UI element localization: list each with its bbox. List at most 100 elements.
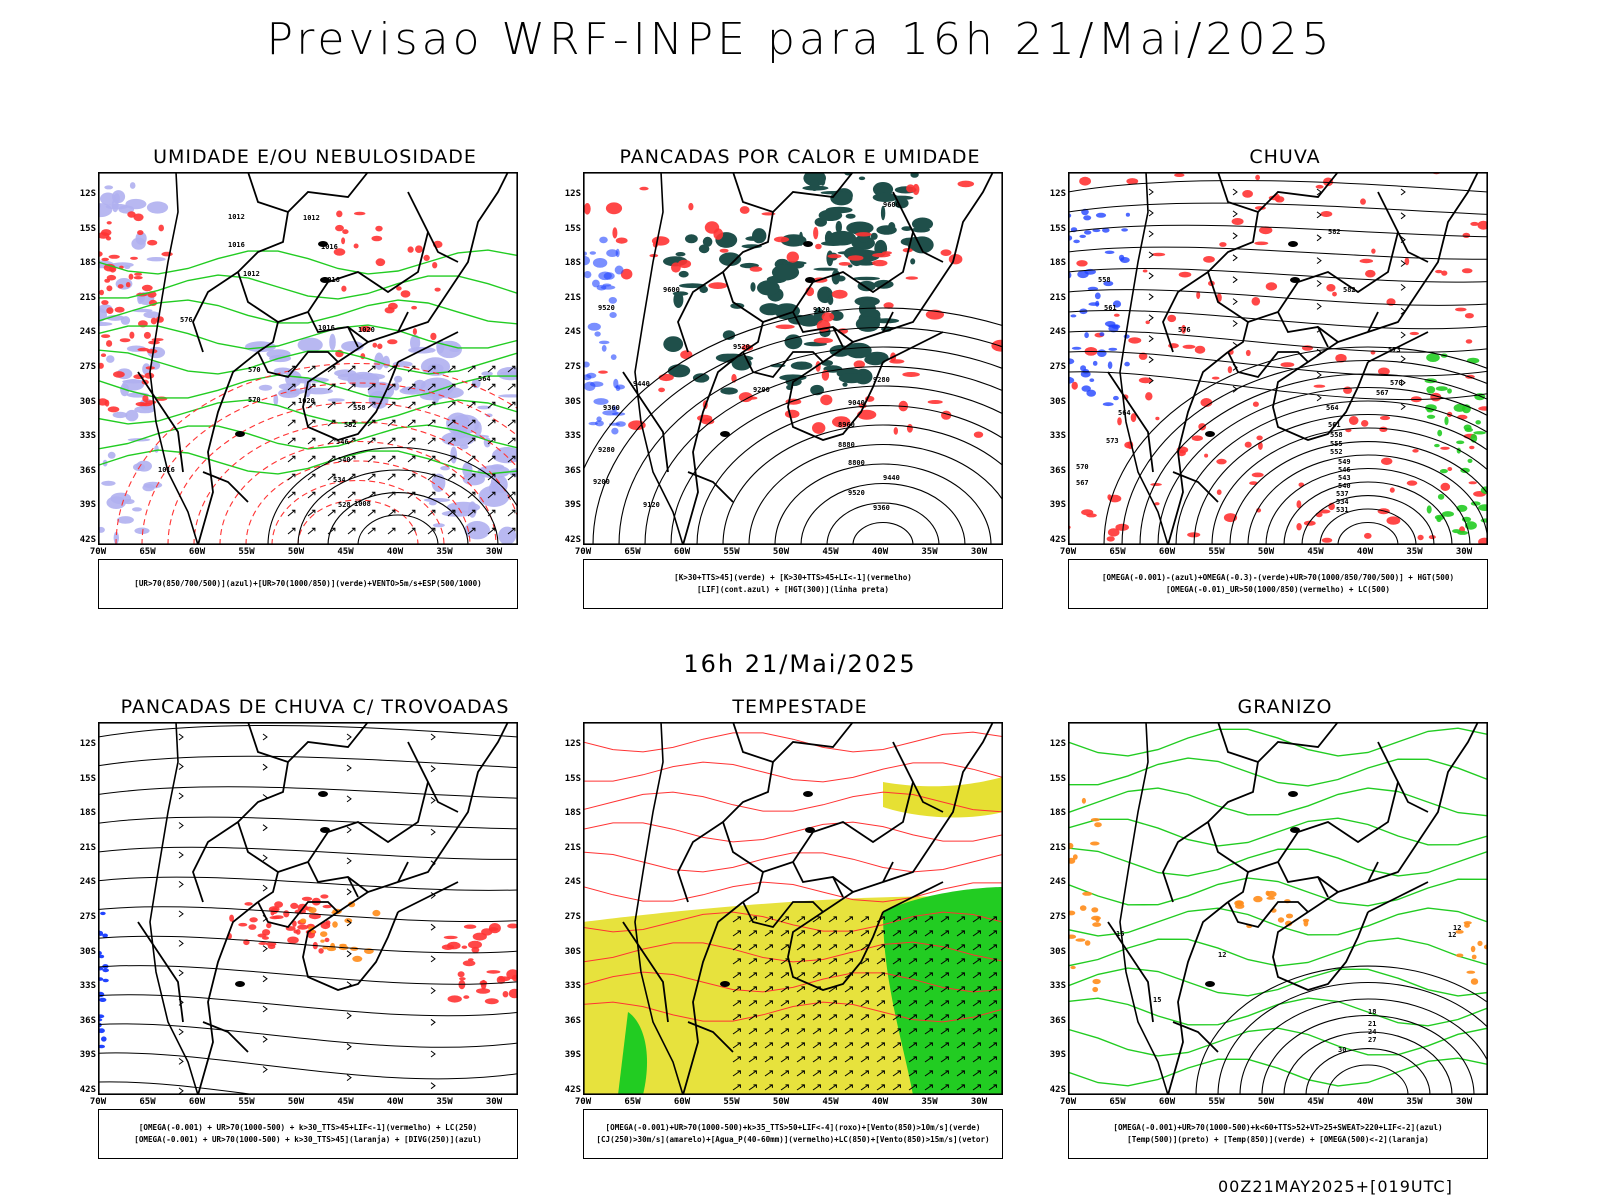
coastline (634, 722, 684, 1095)
contour-line (618, 346, 1003, 545)
lon-tick-label: 40W (871, 547, 889, 557)
wind-vector (407, 455, 416, 463)
panel-title: GRANIZO (1237, 696, 1333, 718)
country-border (687, 1021, 734, 1053)
shaded-area (1471, 954, 1477, 960)
streamline-arrow (262, 945, 268, 952)
shaded-area (827, 295, 834, 306)
streamline-arrow (430, 765, 436, 773)
country-border (397, 311, 409, 333)
country-border (192, 821, 239, 903)
wind-vector (796, 958, 805, 965)
shaded-area (583, 203, 591, 215)
wind-vector (988, 1056, 997, 1063)
shaded-area (461, 945, 468, 949)
country-border (882, 331, 944, 363)
lon-tick-label: 70W (1059, 1097, 1077, 1107)
shaded-area (258, 942, 268, 945)
wind-vector (780, 1042, 789, 1049)
lon-tick-label: 45W (337, 1097, 354, 1107)
streamline-arrow (1148, 251, 1154, 259)
contour-label: 561 (1328, 421, 1341, 429)
lat-tick-label: 39S (564, 1050, 581, 1061)
shaded-area (611, 427, 619, 435)
shaded-area (786, 251, 799, 263)
shaded-area (114, 306, 125, 313)
shaded-area (1073, 239, 1080, 244)
lat-tick-label: 12S (1049, 189, 1066, 199)
wind-vector (796, 986, 805, 993)
shaded-area (1182, 344, 1196, 349)
streamline-arrow (1148, 293, 1154, 301)
wind-vector (972, 958, 981, 965)
wind-vector (988, 1000, 997, 1007)
shaded-area (374, 352, 384, 370)
shaded-area (108, 254, 120, 259)
wind-vector (307, 455, 316, 463)
wind-vector (307, 437, 316, 445)
country-border (1167, 351, 1229, 545)
shaded-area (856, 261, 876, 266)
wind-vector (988, 1070, 997, 1077)
lake (320, 827, 330, 833)
shaded-area (101, 334, 111, 338)
shaded-area (127, 211, 136, 218)
wind-vector (732, 958, 741, 965)
shaded-area (320, 939, 325, 943)
shaded-area (110, 492, 132, 504)
shaded-area (592, 279, 600, 288)
streamline-arrow (1316, 371, 1322, 379)
shaded-area (1457, 414, 1468, 420)
legend-line: [OMEGA(-0.001)+UR>70(1000-500)+k>35_TTS>… (605, 1123, 981, 1132)
shaded-area (1252, 401, 1259, 407)
wind-vector (988, 1042, 997, 1049)
contour-line (1068, 787, 1488, 817)
wind-vector (748, 944, 757, 951)
wind-vector (972, 944, 981, 951)
shaded-area (1318, 509, 1331, 514)
shaded-area (957, 180, 975, 188)
jet-stream-area (883, 777, 1003, 818)
wind-vector (940, 1042, 949, 1049)
shaded-area (1092, 360, 1098, 366)
shaded-area (853, 360, 865, 369)
lake (1290, 827, 1300, 833)
lat-tick-label: 42S (1049, 535, 1066, 545)
wind-vector (972, 1084, 981, 1091)
shaded-area (1082, 891, 1093, 896)
shaded-area (117, 284, 124, 289)
streamline-arrow (346, 1043, 352, 1051)
lat-tick-label: 12S (564, 739, 581, 749)
wind-vector (956, 1014, 965, 1021)
lon-tick-label: 70W (89, 547, 107, 557)
shaded-area (1113, 313, 1120, 317)
shaded-area (407, 246, 414, 253)
streamline (98, 906, 518, 923)
shaded-area (1092, 986, 1099, 993)
wind-vector (940, 1014, 949, 1021)
wind-vector (876, 930, 885, 937)
shaded-area (119, 338, 131, 343)
shaded-area (394, 375, 403, 383)
wind-vector (940, 1000, 949, 1007)
wind-vector (924, 958, 933, 965)
shaded-area (592, 258, 608, 268)
legend-line: [OMEGA(-0.001) + UR>70(1000-500) + k>30_… (134, 1135, 482, 1144)
wind-vector (487, 455, 496, 463)
contour-label: 570 (248, 396, 261, 404)
shaded-area (1219, 242, 1227, 247)
wind-vector (287, 437, 296, 445)
shaded-area (100, 229, 112, 236)
shaded-area (722, 330, 736, 340)
shaded-area (606, 249, 619, 257)
shaded-area (608, 297, 617, 304)
wind-vector (988, 1014, 997, 1021)
shaded-area (498, 394, 518, 398)
contour-line (98, 449, 518, 475)
shaded-area (1151, 252, 1166, 257)
wind-vector (507, 473, 516, 481)
wind-vector (796, 1070, 805, 1077)
shaded-area (1440, 446, 1450, 450)
streamline (98, 1023, 518, 1048)
lat-tick-label: 15S (79, 223, 96, 234)
